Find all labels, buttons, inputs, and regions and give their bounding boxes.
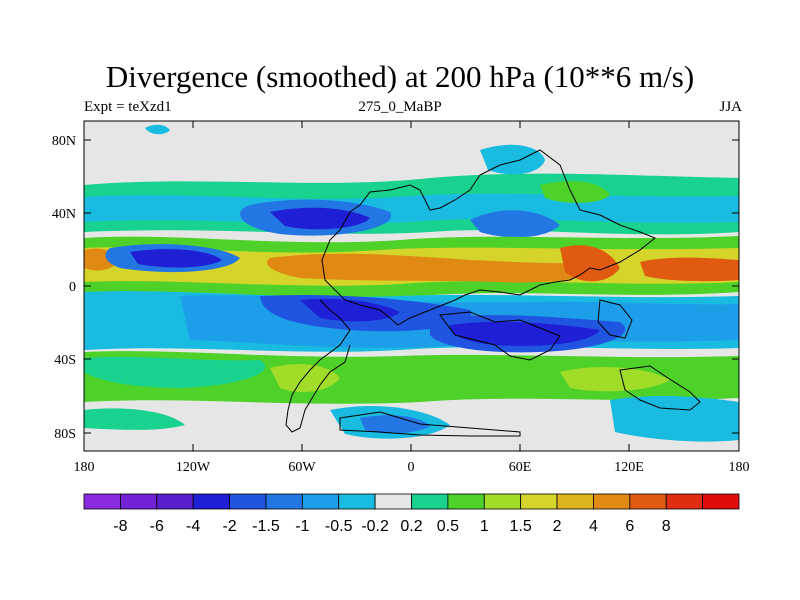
colorbar-label: -0.5 <box>325 518 353 535</box>
colorbar-swatch <box>338 493 376 510</box>
y-tick-label: 40N <box>52 207 76 222</box>
colorbar-label: 0.5 <box>437 518 459 535</box>
x-tick-label: 120E <box>614 460 644 475</box>
y-tick-label: 0 <box>69 280 76 295</box>
colorbar-label: 4 <box>589 518 598 535</box>
colorbar-swatch <box>156 493 194 510</box>
colorbar-label: -4 <box>186 518 200 535</box>
colorbar-swatch <box>374 493 412 510</box>
colorbar-swatch <box>83 493 121 510</box>
colorbar-label: 8 <box>662 518 671 535</box>
colorbar-swatch <box>665 493 704 510</box>
colorbar-label: -6 <box>150 518 164 535</box>
colorbar-swatch <box>265 493 303 510</box>
colorbar-swatch <box>229 493 267 510</box>
x-tick-label: 60E <box>509 460 532 475</box>
y-axis-ticks <box>84 139 739 434</box>
colorbar-label: 1 <box>480 518 489 535</box>
y-tick-label: 40S <box>54 353 76 368</box>
colorbar-swatch <box>629 493 667 510</box>
colorbar-swatch <box>556 493 594 510</box>
colorbar-label: -0.2 <box>361 518 389 535</box>
x-tick-label: 180 <box>74 460 95 475</box>
y-tick-label: 80S <box>54 427 76 442</box>
colorbar-swatch <box>192 493 230 510</box>
colorbar-swatch <box>593 493 631 510</box>
colorbar-swatch <box>483 493 522 510</box>
colorbar-swatch <box>301 493 340 510</box>
colorbar-swatch <box>702 493 740 510</box>
x-tick-label: 120W <box>176 460 211 475</box>
colorbar-swatch <box>520 493 558 510</box>
y-tick-label: 80N <box>52 134 76 149</box>
x-axis-ticks <box>83 121 740 451</box>
colorbar-label: -1 <box>295 518 309 535</box>
x-tick-label: 60W <box>288 460 316 475</box>
colorbar-label: 0.2 <box>400 518 422 535</box>
x-tick-label: 0 <box>408 460 415 475</box>
colorbar-label: -8 <box>113 518 127 535</box>
x-tick-label: 180 <box>729 460 750 475</box>
colorbar-label: -1.5 <box>252 518 280 535</box>
colorbar-label: 2 <box>553 518 562 535</box>
colorbar-swatch <box>447 493 485 510</box>
experiment-label: Expt = teXzd1 <box>84 99 172 115</box>
colorbar-swatch <box>119 493 158 510</box>
colorbar-swatch <box>411 493 449 510</box>
chart-title: Divergence (smoothed) at 200 hPa (10**6 … <box>105 59 695 94</box>
period-label: 275_0_MaBP <box>358 99 442 115</box>
colorbar-label: 1.5 <box>510 518 532 535</box>
colorbar-label: -2 <box>222 518 236 535</box>
season-label: JJA <box>719 99 742 115</box>
colorbar-label: 6 <box>625 518 634 535</box>
colorbar: -8 -6 -4 -2 -1.5 -1 -0.5 -0.2 0.2 0.5 1 1.5 2 4 6 8 <box>83 493 740 535</box>
continent-outlines <box>285 149 701 437</box>
